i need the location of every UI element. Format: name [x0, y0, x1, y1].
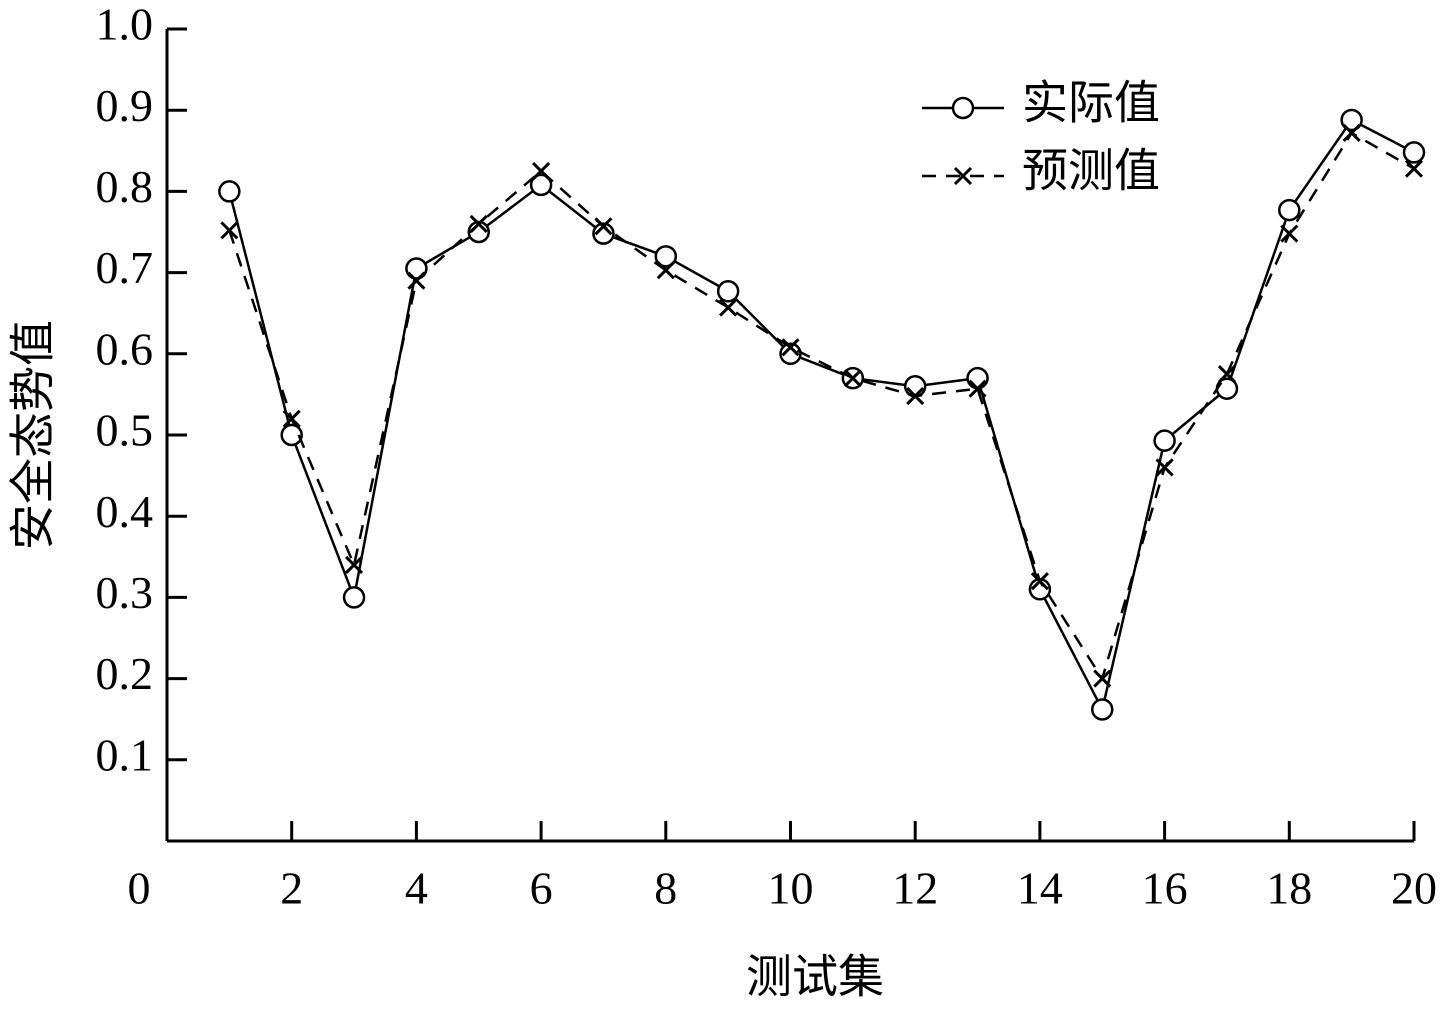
- data-point: [1155, 458, 1174, 477]
- data-point: [966, 366, 989, 390]
- data-point: [342, 586, 366, 609]
- data-point: [1280, 224, 1299, 243]
- y-tick-label: 0.1: [96, 729, 154, 780]
- y-tick-label: 0.3: [96, 567, 154, 618]
- data-point: [903, 375, 927, 398]
- x-tick-label: 12: [892, 863, 938, 914]
- x-tick-label: 4: [405, 863, 428, 914]
- data-point: [719, 298, 738, 317]
- x-tick-label: 16: [1142, 863, 1188, 914]
- y-tick-label: 0.9: [96, 80, 154, 131]
- y-tick-label: 0.5: [96, 405, 154, 456]
- series-line: [228, 131, 1415, 682]
- y-tick-label: 1.0: [96, 0, 154, 50]
- data-point: [968, 379, 987, 398]
- data-point: [781, 338, 800, 357]
- data-point: [1093, 669, 1112, 688]
- x-tick-label: 20: [1391, 863, 1437, 914]
- x-tick-label: 14: [1017, 863, 1063, 914]
- legend-marker: [953, 166, 973, 186]
- data-point: [1342, 123, 1361, 142]
- data-point: [594, 217, 613, 236]
- data-point: [220, 221, 239, 240]
- y-tick-label: 0.6: [96, 323, 154, 374]
- data-point: [280, 423, 303, 447]
- y-axis-label: 安全态势值: [8, 320, 59, 550]
- data-point: [906, 386, 925, 406]
- data-point: [1340, 108, 1363, 132]
- data-point: [843, 369, 862, 388]
- x-tick-label: 18: [1266, 863, 1312, 914]
- y-tick-label: 0.8: [96, 161, 154, 212]
- y-tick-label: 0.2: [96, 648, 154, 699]
- legend-marker: [951, 96, 975, 120]
- x-tick-label: 2: [280, 863, 303, 914]
- data-point: [344, 555, 364, 574]
- legend-label: 实际值: [1022, 78, 1160, 129]
- data-point: [1217, 365, 1237, 384]
- data-point: [779, 342, 802, 366]
- data-point: [1404, 159, 1424, 178]
- x-tick-label: 8: [654, 863, 677, 914]
- legend-label: 预测值: [1022, 146, 1160, 197]
- data-point: [469, 214, 488, 233]
- y-tick-label: 0.7: [96, 242, 154, 293]
- data-point: [656, 261, 675, 280]
- data-point: [592, 222, 615, 245]
- data-point: [405, 257, 428, 280]
- data-point: [218, 180, 241, 203]
- y-tick-label: 0.4: [96, 486, 154, 537]
- data-point: [1030, 572, 1049, 591]
- data-point: [529, 173, 553, 197]
- data-point: [1278, 198, 1301, 222]
- x-tick-label: 6: [530, 863, 553, 914]
- data-point: [282, 409, 301, 428]
- data-point: [716, 280, 740, 303]
- data-point: [1153, 429, 1176, 452]
- data-point: [532, 162, 551, 181]
- data-point: [1402, 141, 1426, 164]
- x-tick-label: 10: [768, 863, 814, 914]
- data-point: [654, 245, 678, 268]
- x-tick-label: 0: [128, 863, 151, 914]
- data-point: [407, 271, 426, 290]
- x-axis-label: 测试集: [746, 952, 884, 1003]
- data-point: [1091, 698, 1114, 721]
- series-line: [228, 118, 1415, 714]
